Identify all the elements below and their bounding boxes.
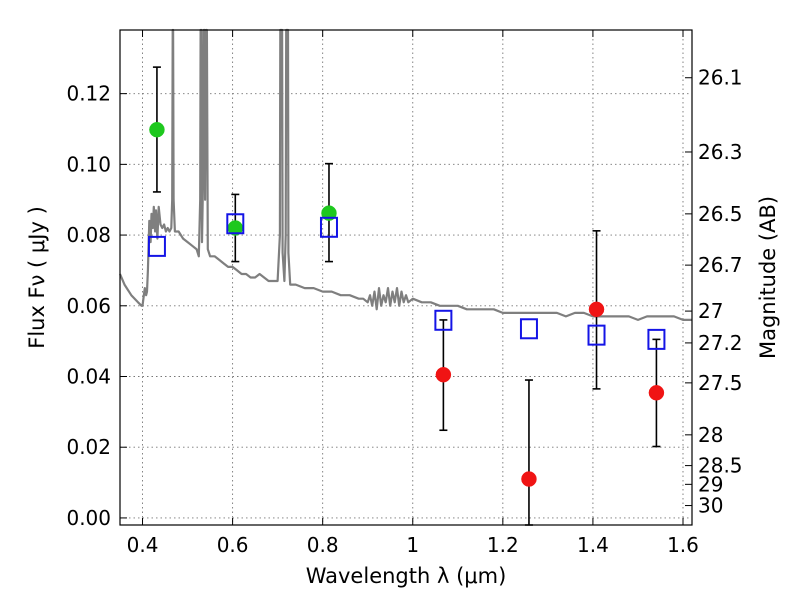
y-tick-label: 0.12: [66, 82, 111, 106]
spectrum-layer: [118, 28, 692, 321]
y-right-tick-label: 26.5: [698, 202, 743, 226]
y-right-axis-label: Magnitude (AB): [756, 196, 780, 359]
model-spectrum-line: [118, 28, 692, 321]
y-tick-label: 0.02: [66, 435, 111, 459]
model-photometry-square: [434, 309, 453, 331]
model-photometry-square: [147, 235, 166, 257]
x-tick-label: 1: [406, 533, 419, 557]
y-right-tick-label: 27: [698, 299, 723, 323]
y-right-tick-label: 26.3: [698, 140, 743, 164]
y-tick-label: 0.04: [66, 365, 111, 389]
plot-frame: [119, 29, 693, 526]
model-photometry-square: [519, 318, 538, 340]
x-tick-label: 0.8: [307, 533, 339, 557]
model-photometry-square: [587, 324, 606, 346]
model-photometry-square: [226, 213, 245, 235]
x-axis-label: Wavelength λ (μm): [306, 564, 507, 588]
tick-layer: 0.4 0.6 0.8 1 1.2 1.4 1.6 0.00 0.02 0.04 0.06 0.08 0…: [66, 30, 743, 557]
x-tick-label: 1.6: [667, 533, 699, 557]
data-point: [588, 301, 605, 318]
x-tick-label: 0.6: [217, 533, 249, 557]
grid-layer: [120, 30, 692, 525]
data-point: [648, 385, 665, 401]
y-right-tick-label: 30: [698, 494, 723, 518]
y-right-tick-label: 26.1: [698, 66, 743, 90]
data-point: [521, 471, 537, 487]
y-right-tick-label: 28.5: [698, 454, 743, 478]
x-tick-label: 1.4: [577, 533, 609, 557]
y-tick-label: 0.08: [66, 223, 111, 247]
y-axis-label: Flux Fν ( μJy ): [25, 206, 49, 349]
y-right-tick-label: 29: [698, 472, 723, 496]
x-tick-label: 0.4: [127, 533, 159, 557]
y-right-tick-label: 27.2: [698, 331, 743, 355]
y-tick-label: 0.00: [66, 506, 111, 530]
y-tick-label: 0.06: [66, 294, 111, 318]
data-point: [435, 366, 452, 383]
marker-layer: [147, 121, 666, 487]
y-right-tick-label: 27.5: [698, 371, 743, 395]
y-tick-label: 0.10: [66, 152, 111, 176]
model-photometry-square: [319, 216, 338, 238]
model-photometry-square: [647, 328, 666, 350]
x-tick-label: 1.2: [487, 533, 519, 557]
data-point: [149, 121, 165, 138]
y-right-tick-label: 26.7: [698, 253, 743, 277]
y-right-tick-label: 28: [698, 423, 723, 447]
